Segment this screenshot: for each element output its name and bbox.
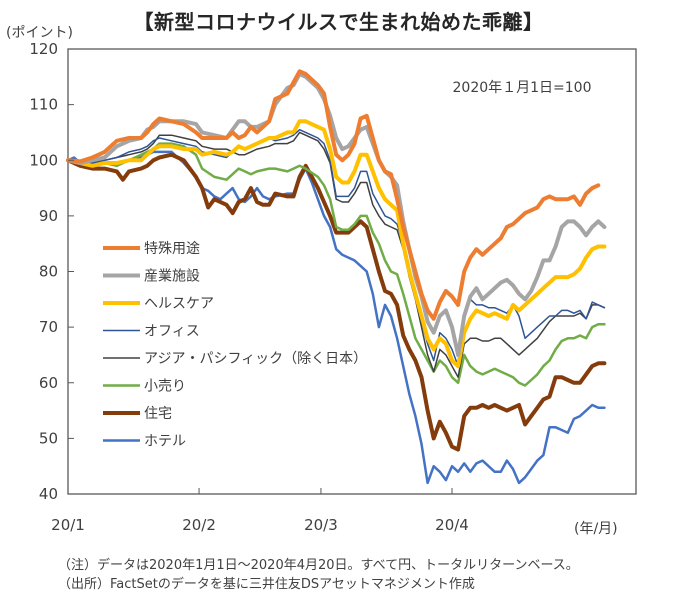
legend-label: 特殊用途 [144, 240, 200, 257]
y-tick-label: 90 [39, 207, 58, 225]
series-line-5 [66, 142, 606, 387]
x-tick-label: 20/3 [304, 516, 338, 534]
legend-label: ホテル [144, 434, 186, 450]
legend-label: 産業施設 [144, 269, 200, 285]
series-line-4 [67, 131, 606, 378]
legend-label: アジア・パシフィック（除く日本） [144, 351, 367, 367]
chart-title: 【新型コロナウイルスで生まれ始めた乖離】 [133, 10, 544, 34]
series-line-3 [67, 128, 606, 367]
y-tick-label: 50 [39, 429, 58, 447]
y-axis-label: (ポイント) [6, 25, 73, 41]
x-axis-label: (年/月) [574, 521, 618, 537]
footnote: （注）データは2020年1月1日～2020年4月20日。すべて円、トータルリター… [58, 558, 579, 573]
y-tick-label: 100 [29, 151, 58, 169]
legend-label: 住宅 [144, 406, 172, 422]
legend-label: オフィス [144, 324, 200, 340]
x-tick-label: 20/1 [51, 516, 85, 534]
series-line-0 [66, 69, 601, 321]
x-tick-label: 20/4 [435, 516, 469, 534]
y-tick-label: 40 [39, 485, 58, 503]
y-tick-label: 70 [39, 318, 58, 336]
legend-label: ヘルスケア [144, 296, 214, 312]
y-tick-label: 80 [39, 263, 58, 281]
y-tick-label: 120 [29, 40, 58, 58]
y-tick-label: 110 [29, 96, 58, 114]
series-line-6 [66, 152, 607, 452]
series-line-2 [66, 119, 607, 369]
source-note: （出所）FactSetのデータを基に三井住友DSアセットマネジメント作成 [58, 577, 475, 592]
y-tick-label: 60 [39, 374, 58, 392]
legend-label: 小売り [144, 379, 186, 395]
x-tick-label: 20/2 [182, 516, 216, 534]
base-annotation: 2020年１月1日=100 [453, 80, 592, 96]
